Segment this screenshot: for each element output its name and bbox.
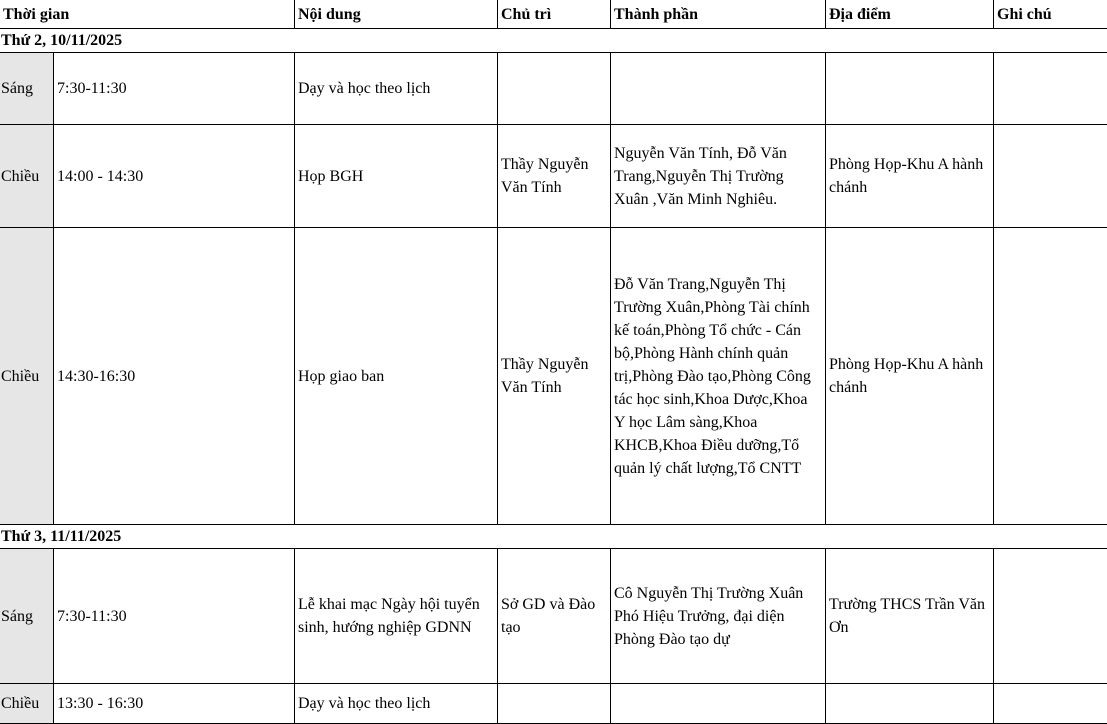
cell-members: Nguyễn Văn Tính, Đỗ Văn Trang,Nguyễn Thị…: [611, 125, 826, 228]
cell-note: [994, 125, 1107, 228]
cell-session: Sáng: [0, 53, 54, 125]
cell-content: Dạy và học theo lịch: [295, 684, 498, 724]
cell-content: Dạy và học theo lịch: [295, 53, 498, 125]
header-content: Nội dung: [295, 0, 498, 29]
cell-session: Chiều: [0, 684, 54, 724]
header-location: Địa điểm: [826, 0, 994, 29]
header-row: Thời gian Nội dung Chủ trì Thành phần Đị…: [0, 0, 1107, 29]
cell-location: Phòng Họp-Khu A hành chánh: [826, 125, 994, 228]
header-host: Chủ trì: [498, 0, 611, 29]
cell-host: [498, 684, 611, 724]
day-row: Thứ 2, 10/11/2025: [0, 29, 1107, 53]
header-time: Thời gian: [0, 0, 295, 29]
cell-time: 7:30-11:30: [54, 53, 295, 125]
cell-time: 14:00 - 14:30: [54, 125, 295, 228]
cell-session: Chiều: [0, 125, 54, 228]
cell-session: Chiều: [0, 228, 54, 525]
cell-time: 13:30 - 16:30: [54, 684, 295, 724]
cell-host: [498, 53, 611, 125]
cell-host: Thầy Nguyễn Văn Tính: [498, 125, 611, 228]
cell-members: Đỗ Văn Trang,Nguyễn Thị Trường Xuân,Phòn…: [611, 228, 826, 525]
cell-host: Thầy Nguyễn Văn Tính: [498, 228, 611, 525]
header-note: Ghi chú: [994, 0, 1107, 29]
cell-note: [994, 549, 1107, 684]
cell-location: [826, 53, 994, 125]
cell-note: [994, 228, 1107, 525]
cell-note: [994, 53, 1107, 125]
cell-members: [611, 53, 826, 125]
day-row: Thứ 3, 11/11/2025: [0, 525, 1107, 549]
day-label: Thứ 2, 10/11/2025: [0, 29, 1107, 53]
cell-location: [826, 684, 994, 724]
day-label: Thứ 3, 11/11/2025: [0, 525, 1107, 549]
cell-content: Lễ khai mạc Ngày hội tuyển sinh, hướng n…: [295, 549, 498, 684]
cell-content: Họp BGH: [295, 125, 498, 228]
header-members: Thành phần: [611, 0, 826, 29]
cell-location: Trường THCS Trần Văn Ơn: [826, 549, 994, 684]
cell-location: Phòng Họp-Khu A hành chánh: [826, 228, 994, 525]
cell-time: 14:30-16:30: [54, 228, 295, 525]
cell-host: Sở GD và Đào tạo: [498, 549, 611, 684]
cell-members: Cô Nguyễn Thị Trường Xuân Phó Hiệu Trưởn…: [611, 549, 826, 684]
cell-session: Sáng: [0, 549, 54, 684]
cell-time: 7:30-11:30: [54, 549, 295, 684]
cell-content: Họp giao ban: [295, 228, 498, 525]
cell-members: [611, 684, 826, 724]
cell-note: [994, 684, 1107, 724]
